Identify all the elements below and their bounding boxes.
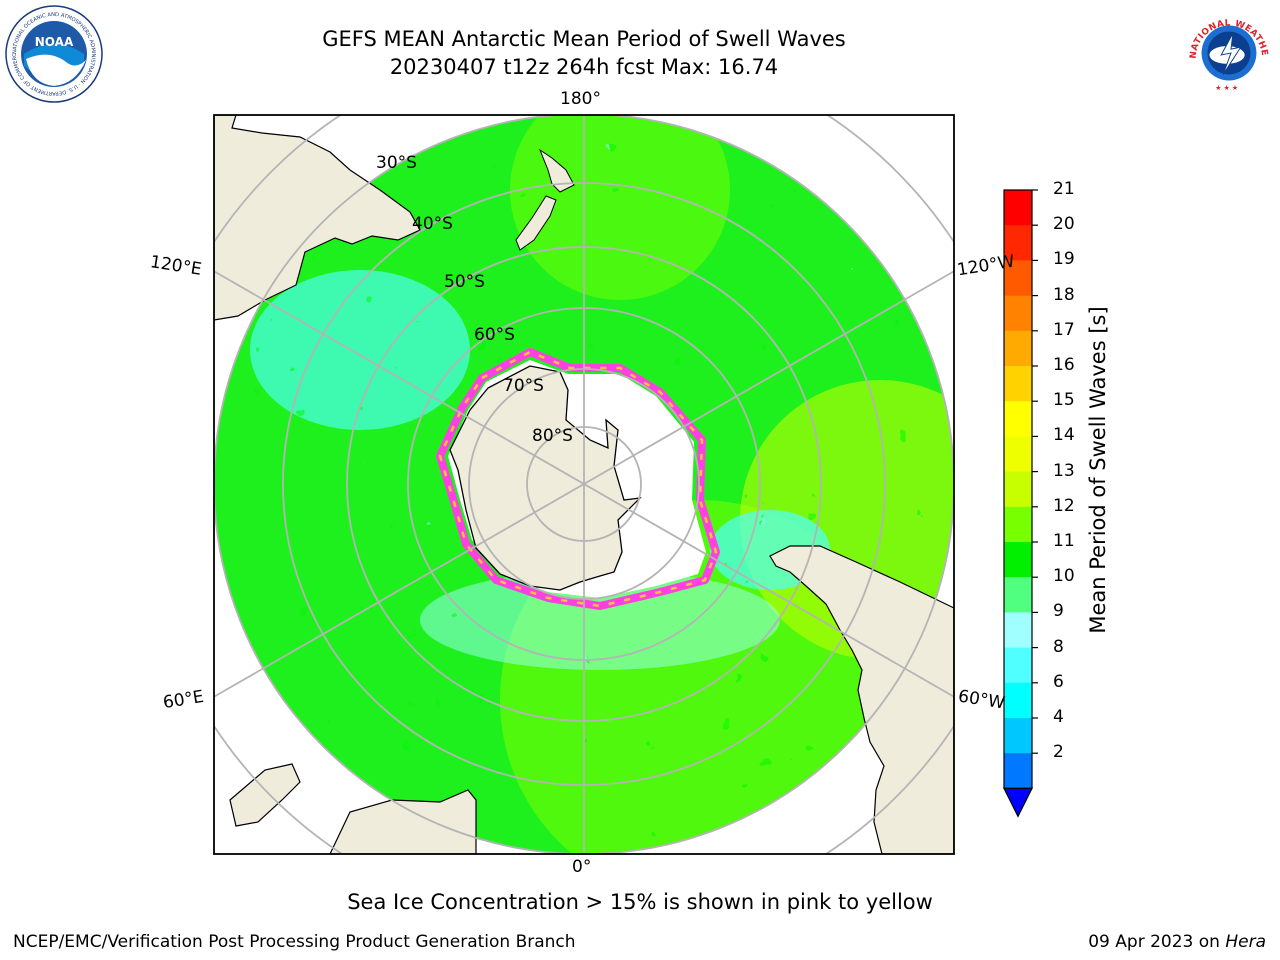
colorbar-label: Mean Period of Swell Waves [s] — [1086, 306, 1110, 634]
noaa-logo-text: NOAA — [35, 35, 74, 49]
colorbar-segment — [1004, 682, 1032, 719]
colorbar-segment — [1004, 330, 1032, 367]
colorbar-segment — [1004, 612, 1032, 649]
lat-label-70s: 70°S — [503, 376, 544, 396]
colorbar-tick-label: 6 — [1053, 671, 1064, 692]
colorbar-segment — [1004, 753, 1032, 789]
colorbar-segment — [1004, 260, 1032, 297]
lat-label-30s: 30°S — [376, 153, 417, 173]
footer-machine: Hera — [1225, 932, 1266, 952]
colorbar-tick-label: 2 — [1053, 742, 1064, 763]
colorbar-tick-label: 12 — [1053, 495, 1075, 516]
colorbar-segment — [1004, 542, 1032, 578]
colorbar-segment — [1004, 506, 1032, 543]
colorbar-tick-label: 15 — [1053, 390, 1075, 411]
new-zealand-land — [538, 148, 575, 193]
lat-label-80s: 80°S — [532, 426, 573, 446]
colorbar-tick-label: 11 — [1053, 531, 1075, 551]
noaa-logo: NATIONAL OCEANIC AND ATMOSPHERIC ADMINIS… — [4, 4, 103, 103]
lon-label-0: 0° — [572, 857, 592, 877]
lon-label-180: 180° — [560, 89, 601, 109]
colorbar-tick-label: 20 — [1053, 214, 1075, 235]
sea-ice-edge — [436, 348, 720, 610]
colorbar-frame — [1003, 189, 1033, 790]
colorbar-segment — [1004, 718, 1032, 754]
lat-label-60s: 60°S — [474, 325, 515, 345]
map-subtitle: 20230407 t12z 264h fcst Max: 16.74 — [389, 55, 779, 79]
svg-text:★ ★ ★: ★ ★ ★ — [1215, 84, 1238, 92]
lat-label-50s: 50°S — [444, 272, 485, 292]
footer-branch: NCEP/EMC/Verification Post Processing Pr… — [13, 932, 576, 952]
colorbar-tick-label: 8 — [1053, 636, 1064, 657]
graticule — [214, 115, 954, 854]
map-frame — [213, 114, 955, 855]
colorbar-extend-arrow — [1003, 787, 1033, 818]
lat-label-40s: 40°S — [412, 214, 453, 234]
sea-ice-caption: Sea Ice Concentration > 15% is shown in … — [347, 890, 933, 914]
colorbar-segment — [1004, 577, 1032, 613]
colorbar-tick-label: 16 — [1053, 355, 1075, 375]
colorbar-tick-label: 21 — [1053, 179, 1075, 199]
colorbar-tick-label: 14 — [1053, 425, 1075, 446]
colorbar-tick-label: 13 — [1053, 460, 1075, 481]
footer-date-text: 09 Apr 2023 on — [1088, 932, 1226, 952]
colorbar-segment — [1004, 366, 1032, 402]
colorbar-segment — [1004, 225, 1032, 261]
colorbar-segment — [1004, 295, 1032, 332]
colorbar-segment — [1004, 401, 1032, 437]
colorbar-tick-label: 17 — [1053, 319, 1075, 340]
map-title: GEFS MEAN Antarctic Mean Period of Swell… — [322, 27, 846, 51]
colorbar — [1003, 189, 1038, 818]
colorbar-segment — [1004, 471, 1032, 508]
colorbar-tick-label: 4 — [1053, 707, 1064, 727]
madagascar-land — [229, 763, 301, 827]
colorbar-tick-label: 9 — [1053, 601, 1064, 622]
colorbar-tick-label: 10 — [1053, 566, 1075, 587]
colorbar-segment — [1004, 190, 1032, 226]
colorbar-tick-label: 19 — [1053, 249, 1075, 270]
colorbar-tick-label: 18 — [1053, 284, 1075, 305]
colorbar-segment — [1004, 436, 1032, 473]
colorbar-segment — [1004, 647, 1032, 684]
nws-logo: NATIONAL WEATHER SERVICE ★ ★ ★ — [1180, 4, 1277, 101]
footer-date: 09 Apr 2023 on Hera — [1088, 932, 1266, 952]
